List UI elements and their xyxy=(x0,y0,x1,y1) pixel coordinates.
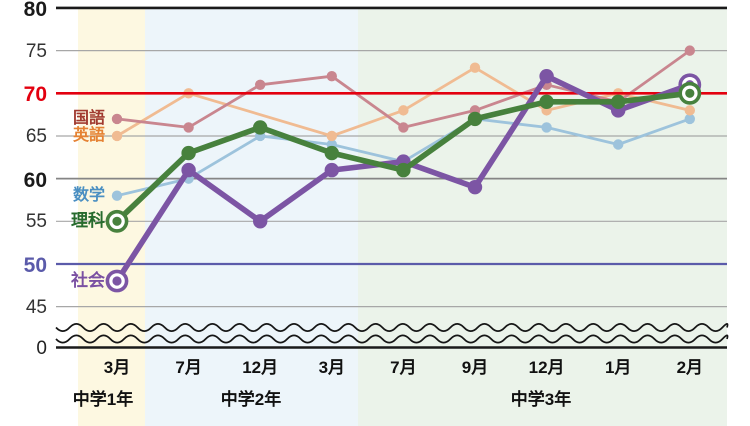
y-tick-label-80: 80 xyxy=(23,0,47,21)
legend-label-rika: 理科 xyxy=(71,211,105,231)
data-point-eigo-4 xyxy=(398,105,409,116)
data-point-kokugo-8 xyxy=(684,45,695,56)
data-point-rika-6 xyxy=(539,94,554,110)
data-point-shakai-6 xyxy=(539,69,554,84)
legend-label-kokugo: 国語 xyxy=(72,109,105,127)
x-tick-label-5: 7月 xyxy=(390,358,417,377)
legend-label-eigo: 英語 xyxy=(72,126,105,144)
legend-label-shakai: 社会 xyxy=(71,271,105,291)
data-point-eigo-5 xyxy=(469,62,481,73)
y-tick-label-75: 75 xyxy=(25,40,47,62)
series-kokugo xyxy=(111,45,695,133)
data-point-sugaku-0 xyxy=(111,190,123,201)
data-point-shakai-1 xyxy=(181,162,196,178)
data-point-rika-7 xyxy=(611,94,626,110)
x-tick-label-6: 9月 xyxy=(461,358,489,377)
data-point-sugaku-8 xyxy=(684,113,695,125)
series-rika xyxy=(105,81,702,233)
data-point-eigo-0 xyxy=(111,130,123,142)
x-tick-label-1: 3月 xyxy=(103,358,131,377)
y-tick-label-50: 50 xyxy=(23,253,47,277)
data-point-rika-1 xyxy=(181,145,196,161)
data-point-rika-4 xyxy=(396,162,411,178)
x-tick-label-8: 1月 xyxy=(604,358,632,377)
y-tick-label-45: 45 xyxy=(25,296,47,318)
legend-label-sugaku: 数学 xyxy=(72,186,105,204)
data-point-kokugo-2 xyxy=(255,79,266,90)
x-tick-label-7: 12月 xyxy=(528,358,565,377)
data-point-rika-5 xyxy=(467,111,483,127)
data-point-shakai-5 xyxy=(467,179,483,195)
data-point-sugaku-6 xyxy=(541,122,552,133)
data-point-rika-2 xyxy=(253,120,268,135)
data-point-core-rika-0 xyxy=(112,216,122,226)
axis-break-wave-2 xyxy=(55,334,729,344)
data-point-kokugo-0 xyxy=(111,113,123,125)
y-tick-label-0: 0 xyxy=(36,337,47,359)
data-point-eigo-3 xyxy=(326,130,337,142)
x-tick-label-4: 3月 xyxy=(318,358,346,377)
x-tick-label-3: 12月 xyxy=(242,358,279,377)
x-tick-label-2: 7月 xyxy=(175,358,202,377)
data-point-rika-3 xyxy=(324,145,339,161)
grade-band-label-3: 中学3年 xyxy=(510,390,572,409)
data-point-sugaku-7 xyxy=(613,139,624,150)
y-tick-label-60: 60 xyxy=(23,168,47,192)
data-point-core-shakai-0 xyxy=(112,276,122,286)
axis-break-wave-1 xyxy=(55,323,729,332)
grade-band-label-1: 中学1年 xyxy=(72,390,134,409)
y-tick-label-65: 65 xyxy=(25,125,47,147)
y-tick-label-55: 55 xyxy=(25,211,47,233)
data-point-kokugo-3 xyxy=(326,71,337,82)
data-point-core-rika-8 xyxy=(685,88,695,98)
data-point-kokugo-1 xyxy=(183,122,194,133)
gridlines-under xyxy=(56,6,727,349)
series-eigo xyxy=(111,62,695,142)
series-line-kokugo xyxy=(115,49,692,129)
grade-band-label-2: 中学2年 xyxy=(220,390,282,409)
data-point-kokugo-4 xyxy=(398,122,409,133)
data-point-eigo-8 xyxy=(684,105,695,116)
data-point-shakai-3 xyxy=(324,162,339,178)
series-line-eigo xyxy=(115,66,692,138)
x-tick-label-9: 2月 xyxy=(676,358,704,377)
y-tick-label-70: 70 xyxy=(23,83,47,107)
data-point-shakai-2 xyxy=(253,214,268,229)
